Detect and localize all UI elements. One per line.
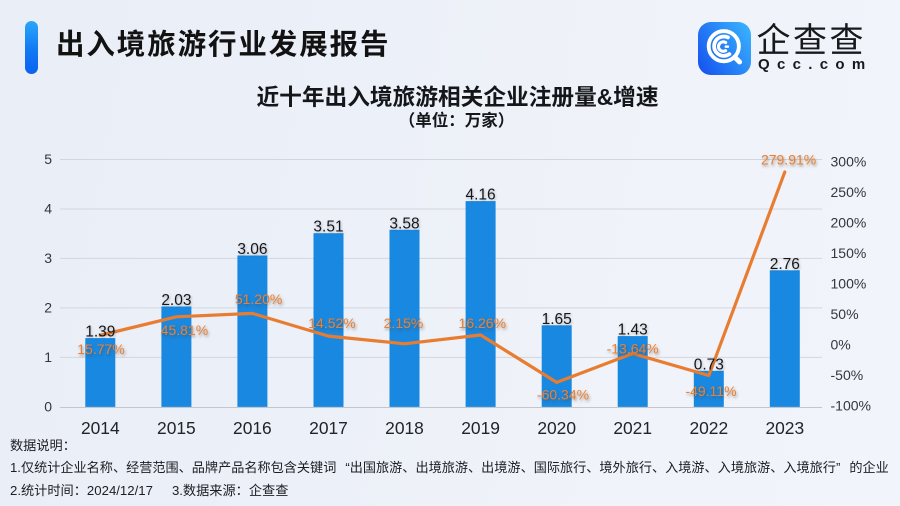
svg-text:279.91%: 279.91%	[761, 151, 816, 167]
svg-text:4.16: 4.16	[466, 187, 496, 204]
svg-text:1: 1	[44, 349, 52, 365]
svg-text:2022: 2022	[689, 418, 728, 438]
svg-text:14.52%: 14.52%	[308, 315, 355, 331]
svg-text:300%: 300%	[831, 154, 867, 170]
svg-text:3.06: 3.06	[237, 241, 267, 258]
svg-text:-60.34%: -60.34%	[537, 387, 589, 403]
svg-text:-50%: -50%	[831, 367, 864, 383]
svg-text:2: 2	[44, 300, 52, 316]
svg-text:2018: 2018	[385, 418, 424, 438]
svg-text:15.77%: 15.77%	[77, 341, 124, 357]
svg-text:1.39: 1.39	[85, 324, 115, 341]
svg-text:200%: 200%	[831, 215, 867, 231]
svg-text:0%: 0%	[831, 337, 851, 353]
svg-text:5: 5	[44, 151, 52, 167]
svg-text:2017: 2017	[309, 418, 348, 438]
svg-text:16.26%: 16.26%	[459, 315, 506, 331]
svg-text:-13.64%: -13.64%	[607, 341, 659, 357]
svg-text:2016: 2016	[233, 418, 272, 438]
svg-text:150%: 150%	[831, 245, 867, 261]
svg-text:3: 3	[44, 250, 52, 266]
svg-text:0: 0	[44, 399, 52, 415]
svg-text:1.43: 1.43	[618, 322, 648, 339]
svg-text:2.03: 2.03	[161, 292, 191, 309]
svg-text:50%: 50%	[831, 306, 859, 322]
svg-text:-100%: -100%	[831, 398, 871, 414]
svg-text:100%: 100%	[831, 276, 867, 292]
svg-text:45.81%: 45.81%	[161, 322, 208, 338]
svg-text:250%: 250%	[831, 184, 867, 200]
svg-text:2.76: 2.76	[770, 256, 800, 273]
svg-text:2014: 2014	[81, 418, 120, 438]
svg-text:-49.11%: -49.11%	[685, 383, 736, 399]
svg-text:2015: 2015	[157, 418, 196, 438]
svg-text:0.73: 0.73	[694, 356, 724, 373]
svg-text:3.58: 3.58	[389, 215, 419, 232]
svg-text:2021: 2021	[613, 418, 652, 438]
svg-text:2023: 2023	[765, 418, 804, 438]
svg-text:2020: 2020	[537, 418, 576, 438]
svg-text:1.65: 1.65	[542, 311, 572, 328]
svg-text:2019: 2019	[461, 418, 500, 438]
svg-text:3.51: 3.51	[313, 219, 343, 236]
svg-text:2.15%: 2.15%	[384, 315, 424, 331]
svg-text:4: 4	[44, 201, 52, 217]
svg-text:51.20%: 51.20%	[235, 291, 282, 307]
